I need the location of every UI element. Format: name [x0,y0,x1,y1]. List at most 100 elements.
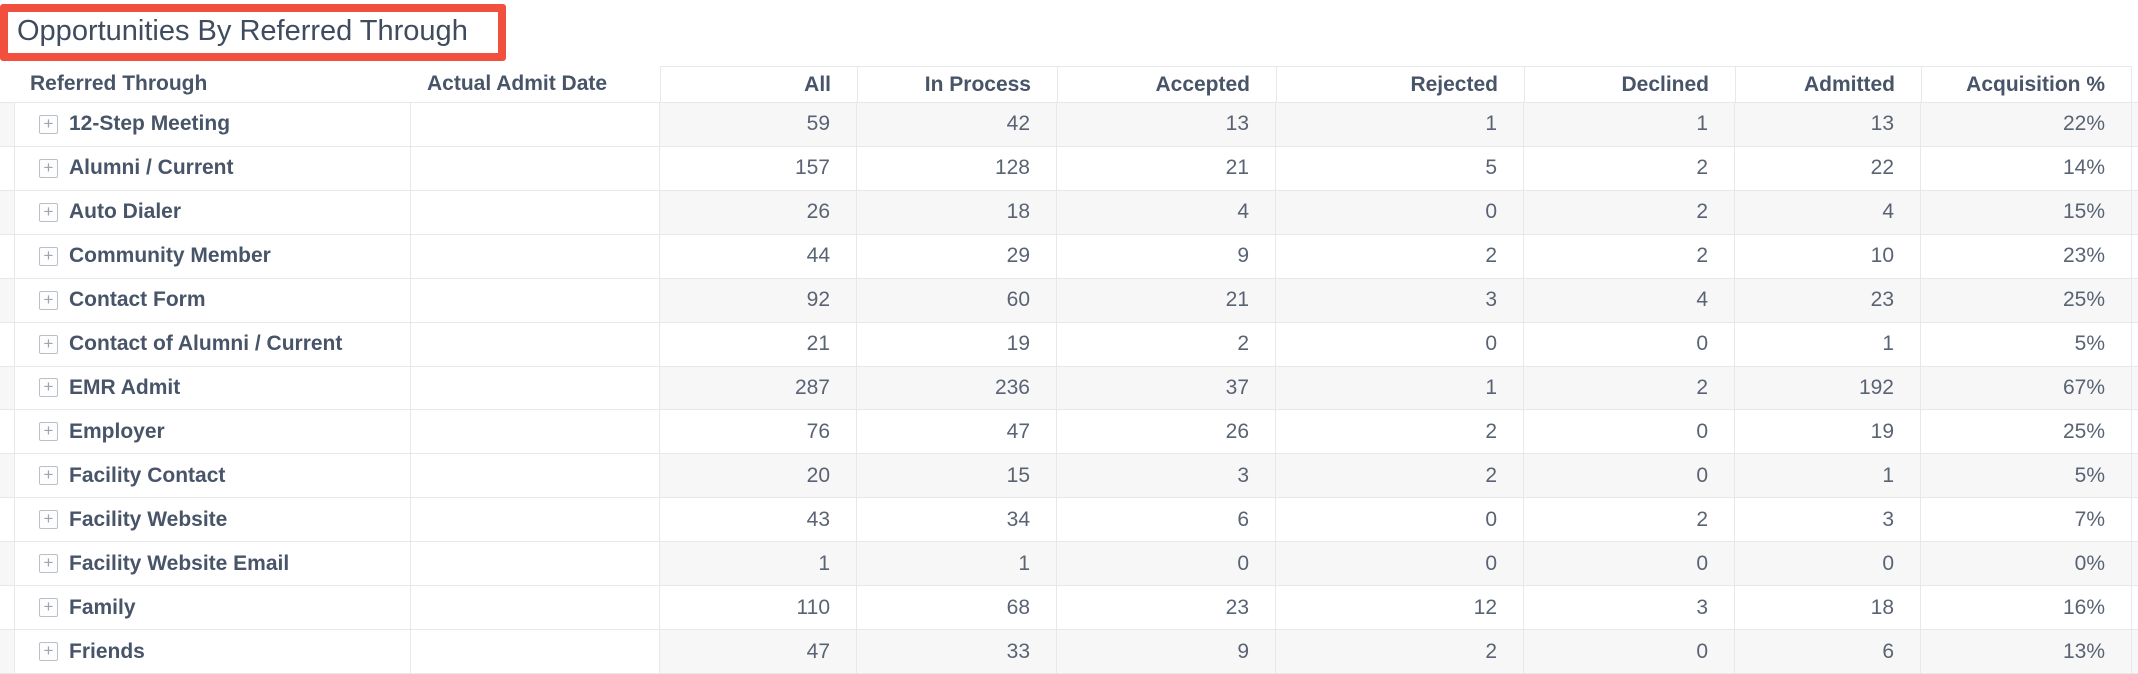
cell-acquisition-pct: 5% [1921,454,2132,498]
cell-rejected: 1 [1276,103,1524,146]
cell-rejected: 2 [1276,410,1524,454]
cell-declined: 2 [1524,366,1735,410]
referred-through-cell[interactable]: 12-Step Meeting [14,103,411,146]
row-label: Friends [69,639,145,663]
cell-acquisition-pct: 67% [1921,366,2132,410]
expand-icon[interactable] [39,290,58,310]
row-label: EMR Admit [69,375,181,399]
expand-icon[interactable] [39,334,58,354]
cell-accepted: 13 [1057,103,1276,146]
cell-all: 1 [660,542,857,586]
cell-acquisition-pct: 5% [1921,322,2132,366]
referred-through-cell[interactable]: Alumni / Current [14,146,411,190]
cell-admitted: 192 [1735,366,1921,410]
row-label: Community Member [69,244,271,268]
cell-declined: 0 [1524,322,1735,366]
actual-admit-date-cell [411,454,660,498]
row-label: Employer [69,419,165,443]
column-header-rejected[interactable]: Rejected [1276,66,1524,102]
cell-rejected: 0 [1276,190,1524,234]
cell-accepted: 21 [1057,146,1276,190]
expand-icon[interactable] [39,422,58,442]
referred-through-cell[interactable]: Contact of Alumni / Current [14,322,411,366]
actual-admit-date-cell [411,366,660,410]
cell-rejected: 2 [1276,630,1524,673]
cell-admitted: 1 [1735,454,1921,498]
cell-rejected: 0 [1276,542,1524,586]
column-header-acquisition-pct[interactable]: Acquisition % [1921,66,2132,102]
referred-through-cell[interactable]: Facility Website [14,498,411,542]
cell-acquisition-pct: 23% [1921,234,2132,278]
expand-icon[interactable] [39,114,58,134]
cell-accepted: 9 [1057,234,1276,278]
referred-through-cell[interactable]: Friends [14,630,411,673]
cell-in-process: 19 [857,322,1057,366]
cell-declined: 0 [1524,410,1735,454]
cell-admitted: 23 [1735,278,1921,322]
actual-admit-date-cell [411,278,660,322]
expand-icon[interactable] [39,598,58,618]
cell-in-process: 15 [857,454,1057,498]
expand-icon[interactable] [39,158,58,178]
referred-through-cell[interactable]: Facility Website Email [14,542,411,586]
cell-all: 44 [660,234,857,278]
cell-in-process: 29 [857,234,1057,278]
referred-through-cell[interactable]: Community Member [14,234,411,278]
actual-admit-date-cell [411,542,660,586]
cell-accepted: 21 [1057,278,1276,322]
expand-icon[interactable] [39,378,58,398]
column-header-all[interactable]: All [660,66,857,102]
cell-all: 47 [660,630,857,673]
cell-acquisition-pct: 25% [1921,278,2132,322]
expand-icon[interactable] [39,554,58,574]
cell-declined: 2 [1524,190,1735,234]
referred-through-cell[interactable]: Facility Contact [14,454,411,498]
cell-all: 59 [660,103,857,146]
cell-admitted: 13 [1735,103,1921,146]
actual-admit-date-cell [411,146,660,190]
expand-icon[interactable] [39,642,58,662]
cell-rejected: 5 [1276,146,1524,190]
cell-admitted: 3 [1735,498,1921,542]
column-header-in-process[interactable]: In Process [857,66,1057,102]
cell-rejected: 2 [1276,454,1524,498]
title-highlight-box: Opportunities By Referred Through [0,4,506,61]
expand-icon[interactable] [39,510,58,530]
row-label: Facility Website [69,507,228,531]
expand-icon[interactable] [39,466,58,486]
actual-admit-date-cell [411,410,660,454]
referred-through-cell[interactable]: EMR Admit [14,366,411,410]
cell-accepted: 4 [1057,190,1276,234]
cell-declined: 0 [1524,630,1735,673]
cell-declined: 0 [1524,542,1735,586]
cell-accepted: 2 [1057,322,1276,366]
cell-admitted: 0 [1735,542,1921,586]
column-header-declined[interactable]: Declined [1524,66,1735,102]
cell-in-process: 128 [857,146,1057,190]
cell-declined: 2 [1524,146,1735,190]
row-label: Auto Dialer [69,200,182,224]
column-header-actual-admit-date[interactable]: Actual Admit Date [427,72,608,95]
cell-admitted: 4 [1735,190,1921,234]
referred-through-cell[interactable]: Employer [14,410,411,454]
referred-through-cell[interactable]: Family [14,586,411,630]
cell-in-process: 33 [857,630,1057,673]
cell-all: 157 [660,146,857,190]
expand-icon[interactable] [39,246,58,266]
cell-declined: 2 [1524,498,1735,542]
referred-through-cell[interactable]: Contact Form [14,278,411,322]
actual-admit-date-cell [411,630,660,673]
expand-icon[interactable] [39,202,58,222]
row-label: Family [69,595,136,619]
cell-accepted: 23 [1057,586,1276,630]
column-header-accepted[interactable]: Accepted [1057,66,1276,102]
cell-rejected: 1 [1276,366,1524,410]
referred-through-cell[interactable]: Auto Dialer [14,190,411,234]
column-header-admitted[interactable]: Admitted [1735,66,1921,102]
column-header-referred-through[interactable]: Referred Through [30,72,208,95]
cell-acquisition-pct: 16% [1921,586,2132,630]
